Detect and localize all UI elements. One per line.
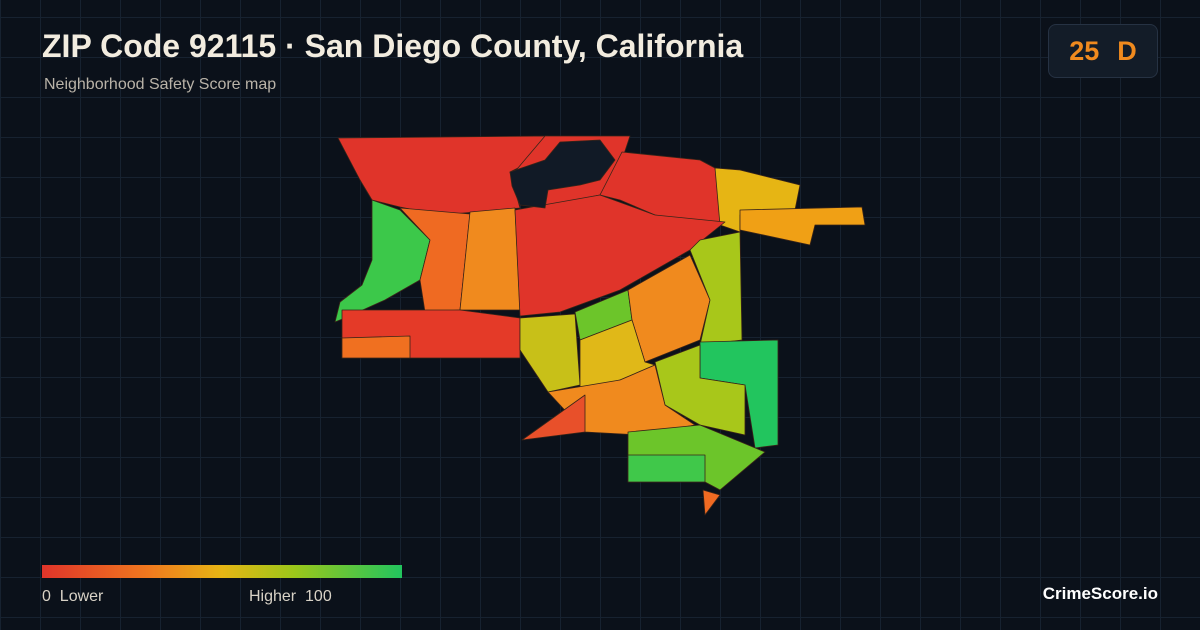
- legend-min-label: Lower: [59, 588, 104, 605]
- region: [521, 394, 586, 441]
- region: [459, 207, 521, 311]
- brand: CrimeScore.io: [1042, 584, 1158, 603]
- legend-gradient: [42, 565, 402, 578]
- legend-max-value: 100: [305, 588, 332, 605]
- region: [654, 344, 746, 436]
- score-value: 25: [1069, 35, 1100, 66]
- legend-max: Higher 100: [249, 588, 332, 606]
- legend-max-label: Higher: [249, 588, 297, 605]
- score-grade: D: [1117, 35, 1137, 66]
- legend-min: 0 Lower: [42, 588, 103, 606]
- subtitle: Neighborhood Safety Score map: [44, 76, 277, 93]
- legend-min-value: 0: [42, 588, 51, 605]
- region: [627, 454, 706, 483]
- hole: [509, 139, 616, 209]
- region: [739, 206, 866, 246]
- title: ZIP Code 92115 · San Diego County, Calif…: [42, 28, 744, 64]
- region: [341, 335, 411, 359]
- score-badge: 25 D: [1048, 24, 1158, 78]
- region: [519, 313, 581, 393]
- region: [689, 231, 743, 346]
- region: [702, 489, 721, 516]
